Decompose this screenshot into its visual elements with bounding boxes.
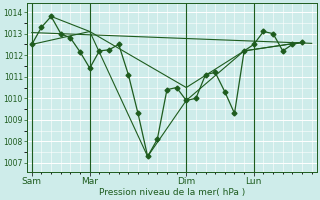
X-axis label: Pression niveau de la mer( hPa ): Pression niveau de la mer( hPa ) [99,188,245,197]
